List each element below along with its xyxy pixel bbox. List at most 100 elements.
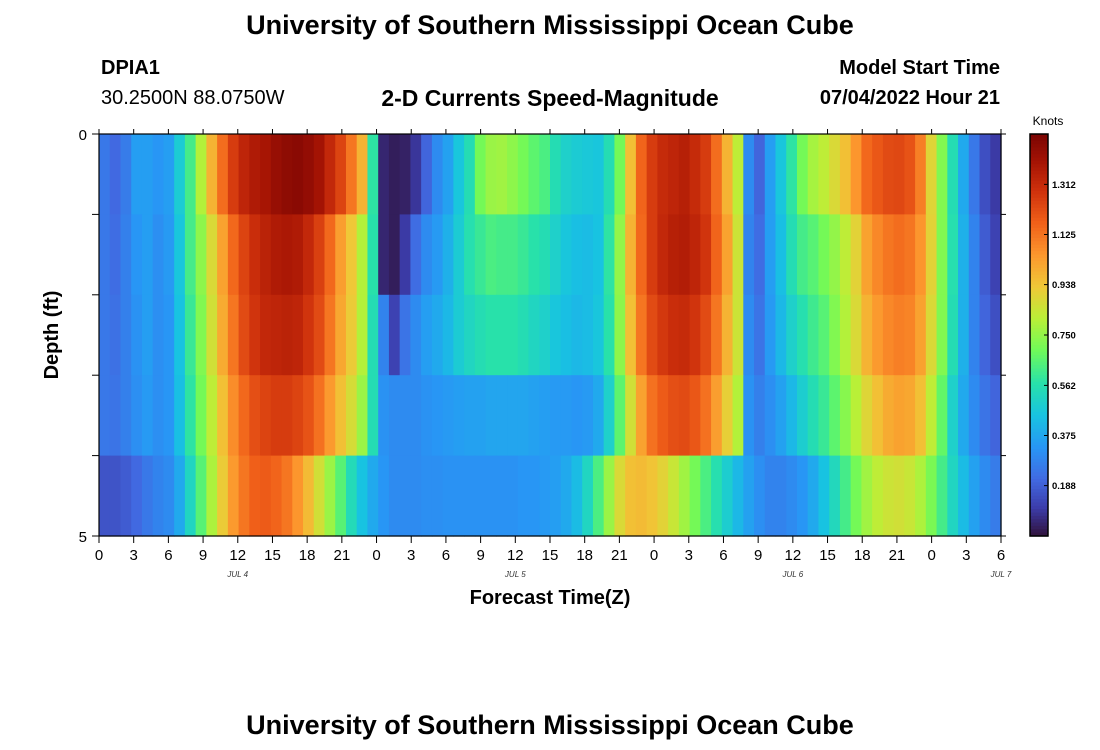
x-tick-label: 18 — [299, 547, 316, 564]
heatmap-cell — [281, 375, 293, 457]
heatmap-cell — [313, 214, 326, 296]
heatmap-cell — [560, 134, 573, 215]
heatmap-cell — [109, 375, 122, 457]
heatmap-cell — [345, 375, 358, 457]
colorbar-swatch — [1030, 428, 1048, 433]
heatmap-cell — [893, 375, 905, 457]
heatmap-cell — [109, 294, 122, 376]
heatmap-cell — [195, 455, 207, 537]
heatmap-cell — [958, 375, 970, 457]
heatmap-cell — [410, 455, 422, 537]
colorbar-swatch — [1030, 331, 1048, 336]
colorbar-swatch — [1030, 231, 1048, 236]
heatmap-cell — [614, 294, 626, 376]
colorbar-swatch — [1030, 365, 1048, 370]
colorbar-swatch — [1030, 278, 1048, 282]
heatmap-cell — [936, 214, 948, 296]
heatmap-cell — [184, 134, 197, 215]
heatmap-cell — [689, 455, 701, 537]
heatmap-cell — [195, 134, 207, 215]
heatmap-cell — [990, 134, 1002, 215]
heatmap-cell — [109, 214, 122, 296]
heatmap-cell — [99, 455, 111, 537]
heatmap-cell — [421, 214, 433, 296]
heatmap-cell — [968, 134, 981, 215]
heatmap-cell — [184, 214, 197, 296]
heatmap-cell — [689, 294, 701, 376]
colorbar-swatch — [1030, 281, 1048, 286]
heatmap-cell — [539, 455, 551, 537]
heatmap-cell — [507, 375, 519, 457]
heatmap-cell — [431, 134, 444, 215]
heatmap-cell — [925, 134, 938, 215]
heatmap-cell — [313, 455, 326, 537]
heatmap-cell — [646, 294, 658, 376]
heatmap-cell — [388, 294, 401, 376]
heatmap-cell — [635, 134, 648, 215]
heatmap-cell — [721, 214, 734, 296]
heatmap-cell — [356, 455, 369, 537]
heatmap-cell — [861, 214, 873, 296]
heatmap-cell — [700, 375, 712, 457]
heatmap-cell — [442, 375, 454, 457]
heatmap-cell — [464, 294, 476, 376]
heatmap-cell — [603, 214, 616, 296]
heatmap-cell — [592, 134, 605, 215]
heatmap-cell — [743, 134, 755, 215]
heatmap-cell — [732, 134, 744, 215]
heatmap-cell — [904, 214, 916, 296]
heatmap-cell — [721, 294, 734, 376]
heatmap-cell — [152, 375, 165, 457]
heatmap-cell — [324, 134, 336, 215]
heatmap-cell — [517, 214, 530, 296]
heatmap-cell — [388, 214, 401, 296]
heatmap-cell — [517, 455, 530, 537]
heatmap-cell — [174, 455, 186, 537]
heatmap-cell — [163, 214, 175, 296]
heatmap-cell — [882, 294, 895, 376]
heatmap-cell — [979, 214, 991, 296]
colorbar-swatch — [1030, 361, 1048, 366]
heatmap-cell — [614, 455, 626, 537]
colorbar-swatch — [1030, 458, 1048, 463]
colorbar-swatch — [1030, 201, 1048, 205]
heatmap-cell — [732, 214, 744, 296]
heatmap-cell — [313, 294, 326, 376]
heatmap-cell — [668, 294, 680, 376]
heatmap-cell — [378, 134, 390, 215]
heatmap-cell — [968, 294, 981, 376]
heatmap-cell — [345, 294, 358, 376]
heatmap-cell — [721, 455, 734, 537]
heatmap-cell — [979, 375, 991, 457]
heatmap-cell — [410, 214, 422, 296]
colorbar-swatch — [1030, 211, 1048, 215]
x-tick-label: 12 — [229, 547, 246, 564]
heatmap-cell — [388, 455, 401, 537]
plot-title: 2-D Currents Speed-Magnitude — [381, 85, 719, 111]
colorbar-swatch — [1030, 180, 1048, 185]
heatmap-cell — [635, 214, 648, 296]
heatmap-cell — [550, 455, 562, 537]
x-tick-label: 21 — [611, 547, 628, 564]
heatmap-cell — [324, 455, 336, 537]
heatmap-cell — [550, 375, 562, 457]
heatmap-cell — [893, 214, 905, 296]
heatmap-cell — [743, 375, 755, 457]
heatmap-cell — [195, 375, 207, 457]
heatmap-cell — [872, 294, 884, 376]
heatmap-cell — [625, 134, 637, 215]
heatmap-cell — [324, 214, 336, 296]
colorbar-swatch — [1030, 335, 1048, 339]
heatmap-cell — [388, 134, 401, 215]
heatmap-cell — [313, 375, 326, 457]
heatmap-cell — [303, 214, 315, 296]
heatmap-cell — [786, 214, 798, 296]
heatmap-cell — [829, 455, 841, 537]
heatmap-cell — [775, 455, 787, 537]
heatmap-cell — [260, 455, 272, 537]
colorbar-swatch — [1030, 532, 1048, 537]
colorbar-swatch — [1030, 174, 1048, 179]
colorbar-swatch — [1030, 134, 1048, 138]
heatmap-cell — [528, 375, 540, 457]
